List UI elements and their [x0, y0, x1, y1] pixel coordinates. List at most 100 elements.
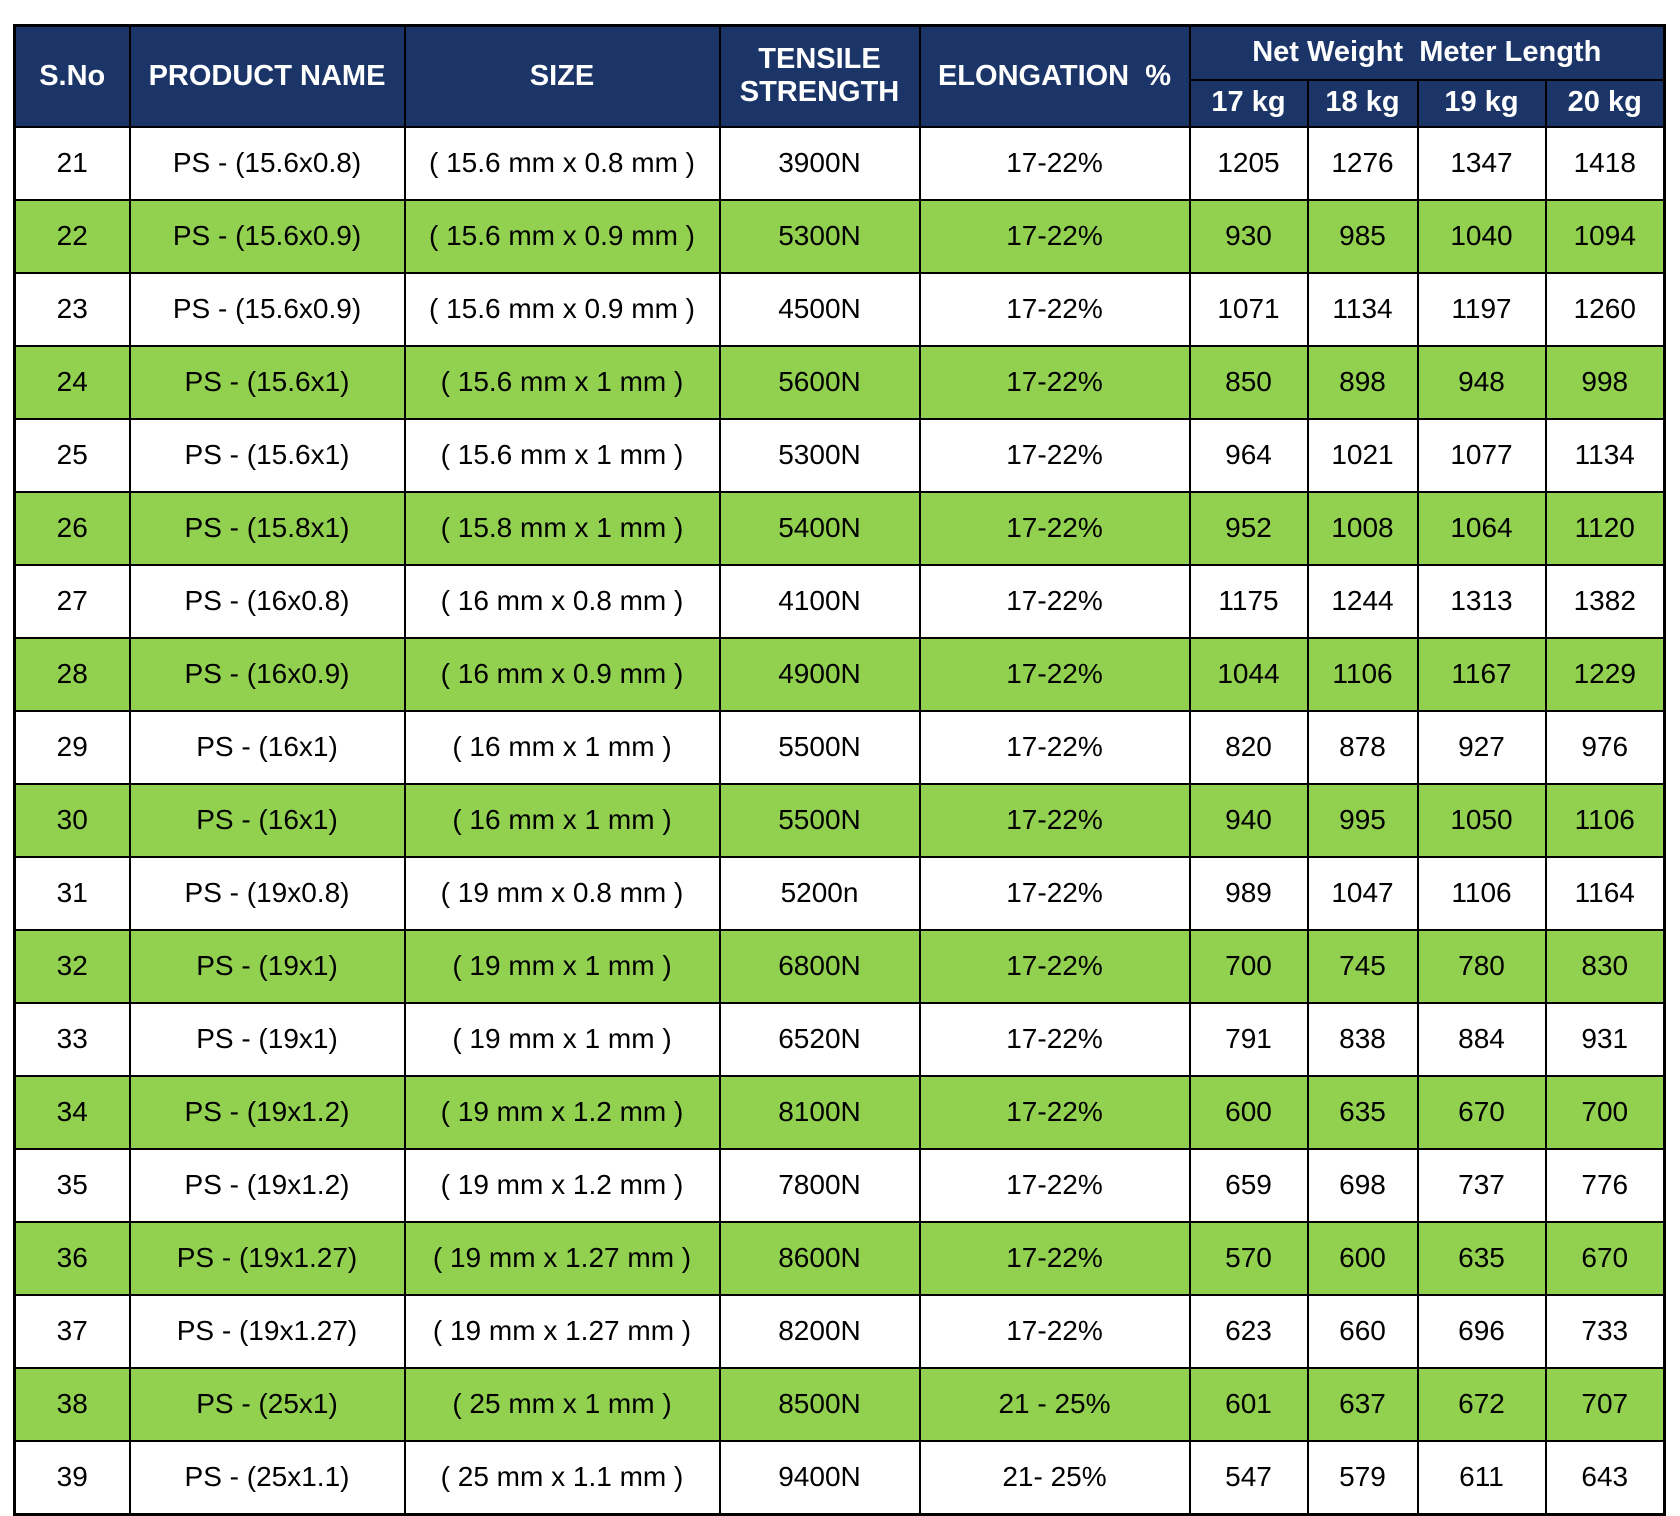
cell-sno: 39 [13, 1439, 131, 1515]
cell-weight-19kg: 1313 [1416, 563, 1547, 639]
cell-weight-17kg: 940 [1188, 782, 1309, 858]
cell-weight-20kg: 670 [1544, 1220, 1666, 1296]
cell-size: ( 15.6 mm x 0.9 mm ) [403, 198, 721, 274]
table-row: 24 PS - (15.6x1) ( 15.6 mm x 1 mm ) 5600… [13, 344, 1666, 420]
cell-sno: 29 [13, 709, 131, 785]
cell-product-name: PS - (16x0.9) [128, 636, 406, 712]
cell-sno: 38 [13, 1366, 131, 1442]
cell-elongation: 17-22% [918, 490, 1191, 566]
cell-weight-18kg: 637 [1306, 1366, 1419, 1442]
cell-product-name: PS - (16x1) [128, 782, 406, 858]
cell-tensile-strength: 5600N [718, 344, 921, 420]
cell-sno: 21 [13, 125, 131, 201]
cell-elongation: 17-22% [918, 1001, 1191, 1077]
col-header-size: SIZE [403, 24, 721, 128]
cell-size: ( 15.6 mm x 1 mm ) [403, 344, 721, 420]
cell-weight-18kg: 878 [1306, 709, 1419, 785]
cell-weight-18kg: 745 [1306, 928, 1419, 1004]
cell-tensile-strength: 9400N [718, 1439, 921, 1515]
table-row: 36 PS - (19x1.27) ( 19 mm x 1.27 mm ) 86… [13, 1220, 1666, 1296]
cell-elongation: 21 - 25% [918, 1366, 1191, 1442]
cell-tensile-strength: 4900N [718, 636, 921, 712]
cell-tensile-strength: 8100N [718, 1074, 921, 1150]
table-row: 28 PS - (16x0.9) ( 16 mm x 0.9 mm ) 4900… [13, 636, 1666, 712]
cell-weight-19kg: 611 [1416, 1439, 1547, 1515]
table-row: 29 PS - (16x1) ( 16 mm x 1 mm ) 5500N 17… [13, 709, 1666, 785]
cell-size: ( 16 mm x 1 mm ) [403, 709, 721, 785]
cell-weight-17kg: 623 [1188, 1293, 1309, 1369]
cell-size: ( 16 mm x 0.9 mm ) [403, 636, 721, 712]
cell-size: ( 15.6 mm x 0.9 mm ) [403, 271, 721, 347]
cell-product-name: PS - (15.6x0.8) [128, 125, 406, 201]
cell-sno: 31 [13, 855, 131, 931]
cell-weight-18kg: 995 [1306, 782, 1419, 858]
cell-weight-17kg: 1071 [1188, 271, 1309, 347]
cell-product-name: PS - (19x1) [128, 928, 406, 1004]
cell-tensile-strength: 8200N [718, 1293, 921, 1369]
table-row: 22 PS - (15.6x0.9) ( 15.6 mm x 0.9 mm ) … [13, 198, 1666, 274]
cell-sno: 30 [13, 782, 131, 858]
cell-weight-17kg: 659 [1188, 1147, 1309, 1223]
cell-size: ( 25 mm x 1 mm ) [403, 1366, 721, 1442]
cell-tensile-strength: 6520N [718, 1001, 921, 1077]
cell-size: ( 16 mm x 1 mm ) [403, 782, 721, 858]
cell-weight-19kg: 635 [1416, 1220, 1547, 1296]
cell-tensile-strength: 6800N [718, 928, 921, 1004]
cell-weight-18kg: 1134 [1306, 271, 1419, 347]
cell-weight-20kg: 931 [1544, 1001, 1666, 1077]
cell-size: ( 19 mm x 1.27 mm ) [403, 1293, 721, 1369]
cell-weight-20kg: 707 [1544, 1366, 1666, 1442]
cell-elongation: 17-22% [918, 855, 1191, 931]
cell-size: ( 19 mm x 1 mm ) [403, 1001, 721, 1077]
cell-product-name: PS - (19x1) [128, 1001, 406, 1077]
table-row: 32 PS - (19x1) ( 19 mm x 1 mm ) 6800N 17… [13, 928, 1666, 1004]
cell-tensile-strength: 5500N [718, 709, 921, 785]
cell-size: ( 19 mm x 1.2 mm ) [403, 1147, 721, 1223]
cell-elongation: 21- 25% [918, 1439, 1191, 1515]
cell-weight-19kg: 1077 [1416, 417, 1547, 493]
cell-product-name: PS - (16x0.8) [128, 563, 406, 639]
table-row: 27 PS - (16x0.8) ( 16 mm x 0.8 mm ) 4100… [13, 563, 1666, 639]
cell-weight-20kg: 1260 [1544, 271, 1666, 347]
cell-elongation: 17-22% [918, 417, 1191, 493]
cell-weight-18kg: 1276 [1306, 125, 1419, 201]
cell-weight-18kg: 698 [1306, 1147, 1419, 1223]
cell-weight-18kg: 1021 [1306, 417, 1419, 493]
cell-weight-18kg: 838 [1306, 1001, 1419, 1077]
cell-weight-20kg: 830 [1544, 928, 1666, 1004]
cell-weight-17kg: 1175 [1188, 563, 1309, 639]
cell-weight-18kg: 660 [1306, 1293, 1419, 1369]
cell-elongation: 17-22% [918, 928, 1191, 1004]
cell-product-name: PS - (19x1.27) [128, 1293, 406, 1369]
cell-product-name: PS - (19x0.8) [128, 855, 406, 931]
cell-product-name: PS - (15.6x0.9) [128, 271, 406, 347]
cell-weight-20kg: 976 [1544, 709, 1666, 785]
cell-elongation: 17-22% [918, 344, 1191, 420]
table-row: 38 PS - (25x1) ( 25 mm x 1 mm ) 8500N 21… [13, 1366, 1666, 1442]
cell-weight-20kg: 998 [1544, 344, 1666, 420]
cell-sno: 26 [13, 490, 131, 566]
cell-size: ( 16 mm x 0.8 mm ) [403, 563, 721, 639]
cell-weight-17kg: 1205 [1188, 125, 1309, 201]
cell-elongation: 17-22% [918, 125, 1191, 201]
table-row: 23 PS - (15.6x0.9) ( 15.6 mm x 0.9 mm ) … [13, 271, 1666, 347]
cell-product-name: PS - (15.6x1) [128, 344, 406, 420]
cell-weight-20kg: 1382 [1544, 563, 1666, 639]
cell-weight-19kg: 780 [1416, 928, 1547, 1004]
cell-tensile-strength: 5300N [718, 198, 921, 274]
cell-elongation: 17-22% [918, 1293, 1191, 1369]
cell-weight-20kg: 1094 [1544, 198, 1666, 274]
table-row: 39 PS - (25x1.1) ( 25 mm x 1.1 mm ) 9400… [13, 1439, 1666, 1515]
cell-weight-18kg: 1047 [1306, 855, 1419, 931]
cell-product-name: PS - (15.8x1) [128, 490, 406, 566]
cell-weight-19kg: 948 [1416, 344, 1547, 420]
cell-elongation: 17-22% [918, 1220, 1191, 1296]
cell-weight-19kg: 1197 [1416, 271, 1547, 347]
cell-sno: 34 [13, 1074, 131, 1150]
table-row: 35 PS - (19x1.2) ( 19 mm x 1.2 mm ) 7800… [13, 1147, 1666, 1223]
cell-weight-20kg: 1134 [1544, 417, 1666, 493]
cell-weight-17kg: 601 [1188, 1366, 1309, 1442]
col-header-elongation: ELONGATION % [918, 24, 1191, 128]
cell-weight-17kg: 600 [1188, 1074, 1309, 1150]
